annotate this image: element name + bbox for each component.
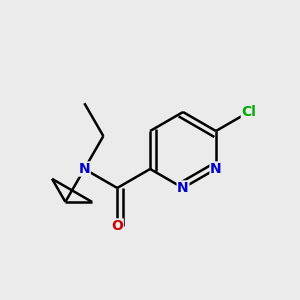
Text: O: O [111,219,123,233]
Text: N: N [79,162,90,176]
Text: N: N [177,181,189,195]
Text: Cl: Cl [242,105,256,119]
Text: N: N [210,162,222,176]
